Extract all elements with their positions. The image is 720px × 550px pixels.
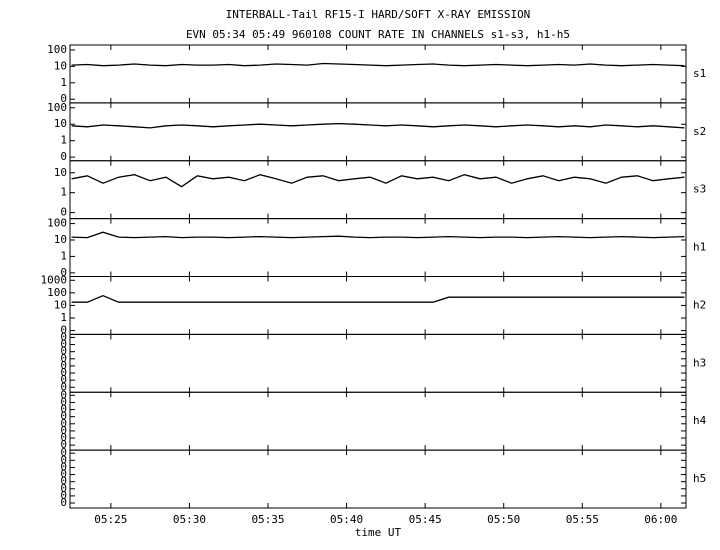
x-tick-label: 06:00 bbox=[644, 513, 677, 526]
y-tick-label: 0 bbox=[60, 388, 67, 401]
y-tick-label: 0 bbox=[60, 373, 67, 386]
y-tick-label: 0 bbox=[60, 475, 67, 488]
y-tick-label: 0 bbox=[60, 482, 67, 495]
y-tick-label: 0 bbox=[60, 206, 67, 219]
x-tick-label: 05:50 bbox=[487, 513, 520, 526]
panel-label: h4 bbox=[693, 414, 707, 427]
y-tick-label: 10 bbox=[54, 117, 67, 130]
y-tick-label: 0 bbox=[60, 468, 67, 481]
panel-frame bbox=[69, 449, 687, 509]
x-tick-label: 05:35 bbox=[251, 513, 284, 526]
y-tick-label: 0 bbox=[60, 460, 67, 473]
chart-subtitle: EVN 05:34 05:49 960108 COUNT RATE IN CHA… bbox=[186, 28, 570, 41]
y-tick-label: 1000 bbox=[41, 273, 68, 286]
y-tick-label: 0 bbox=[60, 330, 67, 343]
y-tick-label: 0 bbox=[60, 345, 67, 358]
y-tick-label: 0 bbox=[60, 417, 67, 430]
y-tick-label: 1 bbox=[60, 76, 67, 89]
panel-label: s2 bbox=[693, 125, 706, 138]
y-tick-label: 1 bbox=[60, 134, 67, 147]
y-tick-label: 0 bbox=[60, 496, 67, 509]
panel-label: h5 bbox=[693, 472, 706, 485]
y-tick-label: 10 bbox=[54, 233, 67, 246]
y-tick-label: 0 bbox=[60, 403, 67, 416]
y-tick-label: 10 bbox=[54, 298, 67, 311]
y-tick-label: 0 bbox=[60, 446, 67, 459]
y-tick-label: 0 bbox=[60, 395, 67, 408]
y-tick-label: 0 bbox=[60, 338, 67, 351]
x-tick-label: 05:30 bbox=[173, 513, 206, 526]
panel-label: s1 bbox=[693, 67, 706, 80]
x-tick-label: 05:55 bbox=[566, 513, 599, 526]
y-tick-label: 0 bbox=[60, 150, 67, 163]
y-tick-label: 1 bbox=[60, 311, 67, 324]
y-tick-label: 100 bbox=[47, 101, 67, 114]
y-tick-label: 0 bbox=[60, 324, 67, 337]
y-tick-label: 10 bbox=[54, 166, 67, 179]
panel-label: h2 bbox=[693, 298, 706, 311]
y-tick-label: 100 bbox=[47, 43, 67, 56]
y-tick-label: 100 bbox=[47, 217, 67, 230]
panel-label: h3 bbox=[693, 356, 706, 369]
y-tick-label: 0 bbox=[60, 453, 67, 466]
x-tick-label: 05:40 bbox=[330, 513, 363, 526]
y-tick-label: 100 bbox=[47, 286, 67, 299]
data-line bbox=[71, 122, 685, 129]
x-tick-label: 05:45 bbox=[409, 513, 442, 526]
x-tick-label: 05:25 bbox=[94, 513, 127, 526]
x-axis-label: time UT bbox=[355, 526, 402, 539]
y-tick-label: 0 bbox=[60, 431, 67, 444]
y-tick-label: 0 bbox=[60, 266, 67, 279]
y-tick-label: 0 bbox=[60, 359, 67, 372]
data-line bbox=[71, 62, 685, 67]
chart-title: INTERBALL-Tail RF15-I HARD/SOFT X-RAY EM… bbox=[226, 8, 531, 21]
y-tick-label: 0 bbox=[60, 380, 67, 393]
data-line bbox=[71, 231, 685, 239]
y-tick-label: 0 bbox=[60, 424, 67, 437]
y-tick-label: 1 bbox=[60, 186, 67, 199]
data-line bbox=[71, 174, 685, 188]
y-tick-label: 10 bbox=[54, 59, 67, 72]
panel-label: h1 bbox=[693, 241, 706, 254]
panel-label: s3 bbox=[693, 183, 706, 196]
y-tick-label: 0 bbox=[60, 366, 67, 379]
y-tick-label: 1 bbox=[60, 249, 67, 262]
y-tick-label: 0 bbox=[60, 438, 67, 451]
data-line bbox=[71, 294, 685, 303]
y-tick-label: 0 bbox=[60, 489, 67, 502]
y-tick-label: 0 bbox=[60, 352, 67, 365]
y-tick-label: 0 bbox=[60, 92, 67, 105]
y-tick-label: 0 bbox=[60, 410, 67, 423]
